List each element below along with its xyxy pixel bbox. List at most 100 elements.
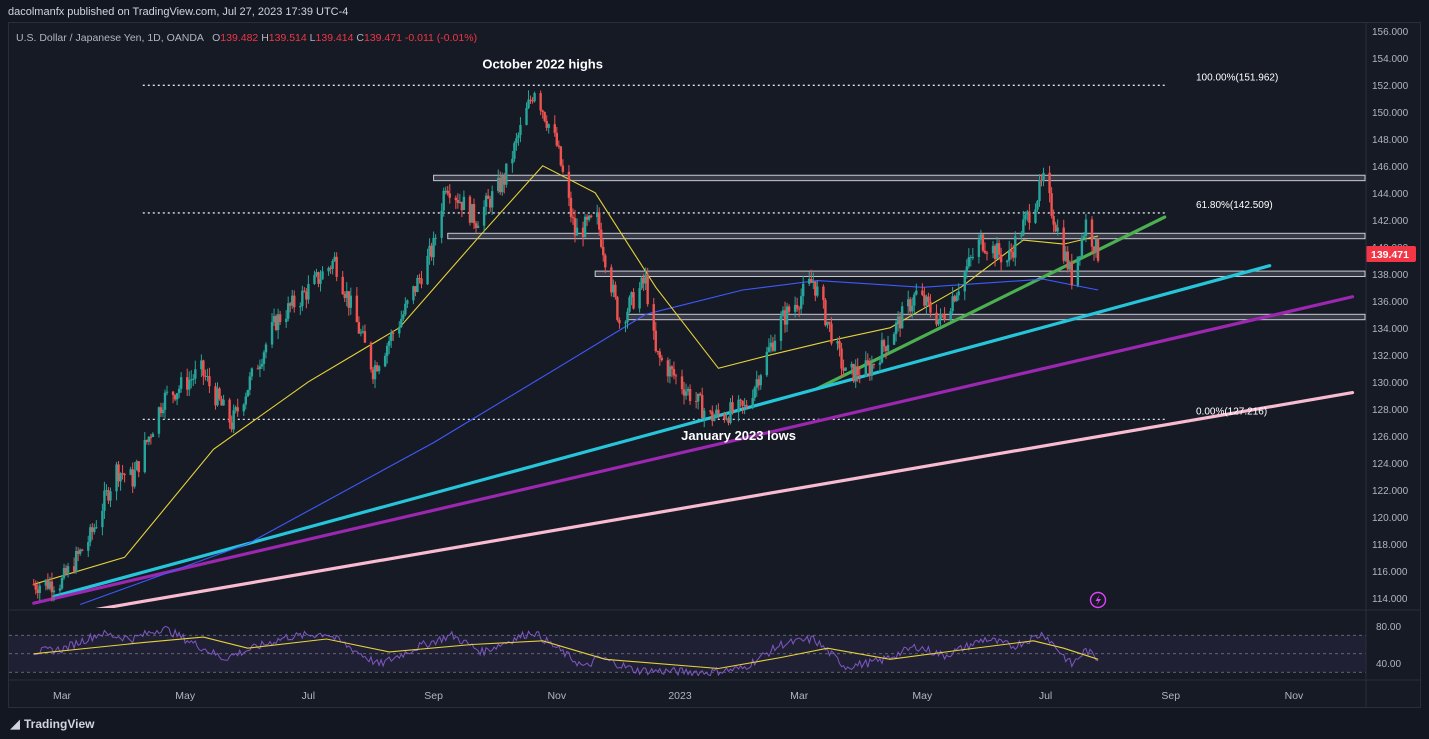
- candle-body: [385, 345, 389, 356]
- candle-body: [913, 294, 916, 306]
- candle-body: [398, 326, 401, 334]
- candle-body: [696, 393, 700, 402]
- tradingview-logo[interactable]: ◢ TradingView: [10, 716, 94, 732]
- candle-body: [567, 171, 571, 198]
- publish-info: dacolmanfx published on TradingView.com,…: [8, 6, 349, 18]
- candle-body: [38, 585, 41, 594]
- candle-body: [856, 366, 859, 375]
- candle-body: [143, 439, 147, 473]
- ohlc-high: 139.514: [268, 32, 307, 44]
- candle-body: [668, 366, 672, 377]
- candle-body: [573, 218, 577, 236]
- candle-body: [672, 369, 676, 376]
- candle-body: [600, 229, 603, 247]
- y-tick-label: 132.000: [1372, 351, 1409, 362]
- candle-body: [842, 368, 845, 371]
- candle-body: [755, 379, 758, 388]
- candle-body: [460, 201, 464, 211]
- candle-body: [117, 464, 120, 482]
- candle-body: [771, 342, 775, 351]
- candle-body: [474, 223, 478, 229]
- candle-body: [137, 461, 140, 473]
- candle-body: [785, 306, 789, 325]
- candle-body: [957, 291, 960, 296]
- candle-body: [299, 306, 302, 308]
- candle-body: [769, 342, 773, 348]
- candle-body: [321, 271, 324, 280]
- candle-body: [192, 378, 195, 380]
- candle-body: [638, 288, 641, 309]
- candle-body: [232, 410, 235, 430]
- candle-body: [1062, 227, 1065, 261]
- candle-body: [870, 364, 874, 376]
- candle-body: [472, 203, 476, 224]
- candle-body: [1005, 260, 1009, 263]
- candle-body: [256, 368, 260, 370]
- candle-body: [543, 112, 546, 121]
- candle-body: [406, 300, 409, 304]
- trend-cyan-line: [52, 264, 1272, 599]
- candle-body: [557, 145, 561, 147]
- candle-body: [503, 175, 506, 185]
- candle-body: [999, 254, 1003, 263]
- candle-body: [289, 303, 292, 306]
- candle-body: [149, 436, 153, 438]
- candle-body: [499, 177, 502, 193]
- candle-body: [327, 267, 330, 272]
- candle-body: [270, 322, 274, 345]
- y-tick-label: 130.000: [1372, 378, 1409, 389]
- candle-body: [816, 286, 819, 296]
- sma-slow-line: [80, 278, 1099, 606]
- candle-body: [1094, 238, 1098, 253]
- candle-body: [291, 295, 294, 306]
- candle-body: [547, 124, 550, 128]
- candle-body: [375, 365, 379, 372]
- candle-body: [781, 310, 785, 316]
- candle-body: [711, 411, 714, 421]
- y-tick-label: 134.000: [1372, 324, 1409, 335]
- candle-body: [1050, 193, 1053, 217]
- candle-body: [1048, 172, 1051, 194]
- candle-body: [896, 316, 900, 323]
- candle-body: [505, 163, 508, 185]
- candle-body: [74, 551, 78, 572]
- candle-body: [218, 388, 221, 399]
- candle-body: [977, 239, 981, 257]
- candle-body: [894, 322, 898, 334]
- candle-body: [87, 542, 90, 551]
- candle-body: [682, 389, 686, 396]
- candle-body: [652, 304, 655, 331]
- candle-body: [517, 135, 520, 139]
- candle-body: [484, 195, 488, 207]
- candle-body: [632, 292, 635, 309]
- y-tick-label: 150.000: [1372, 108, 1409, 119]
- candle-body: [58, 588, 62, 591]
- candle-body: [200, 360, 203, 370]
- candle-body: [361, 331, 365, 333]
- candle-body: [1022, 219, 1025, 236]
- candle-body: [713, 416, 716, 421]
- x-tick-label: 2023: [668, 690, 692, 702]
- candle-body: [787, 306, 791, 312]
- candle-body: [571, 216, 575, 219]
- candle-body: [103, 490, 106, 511]
- candle-body: [1080, 237, 1084, 257]
- candle-body: [949, 311, 952, 320]
- candle-body: [533, 93, 536, 102]
- candle-body: [812, 281, 815, 283]
- candle-body: [36, 589, 39, 594]
- candle-body: [76, 551, 80, 554]
- candle-body: [448, 193, 451, 198]
- candle-body: [486, 195, 490, 199]
- fib-level-label: 100.00%(151.962): [1196, 72, 1278, 83]
- x-tick-label: Sep: [1161, 690, 1180, 702]
- candle-body: [91, 527, 94, 532]
- candle-body: [757, 379, 760, 386]
- candle-body: [727, 418, 730, 423]
- last-price-label: 139.471: [1371, 249, 1409, 261]
- candle-body: [171, 391, 175, 395]
- candle-body: [60, 577, 64, 589]
- candle-body: [335, 256, 338, 277]
- candle-body: [882, 340, 886, 347]
